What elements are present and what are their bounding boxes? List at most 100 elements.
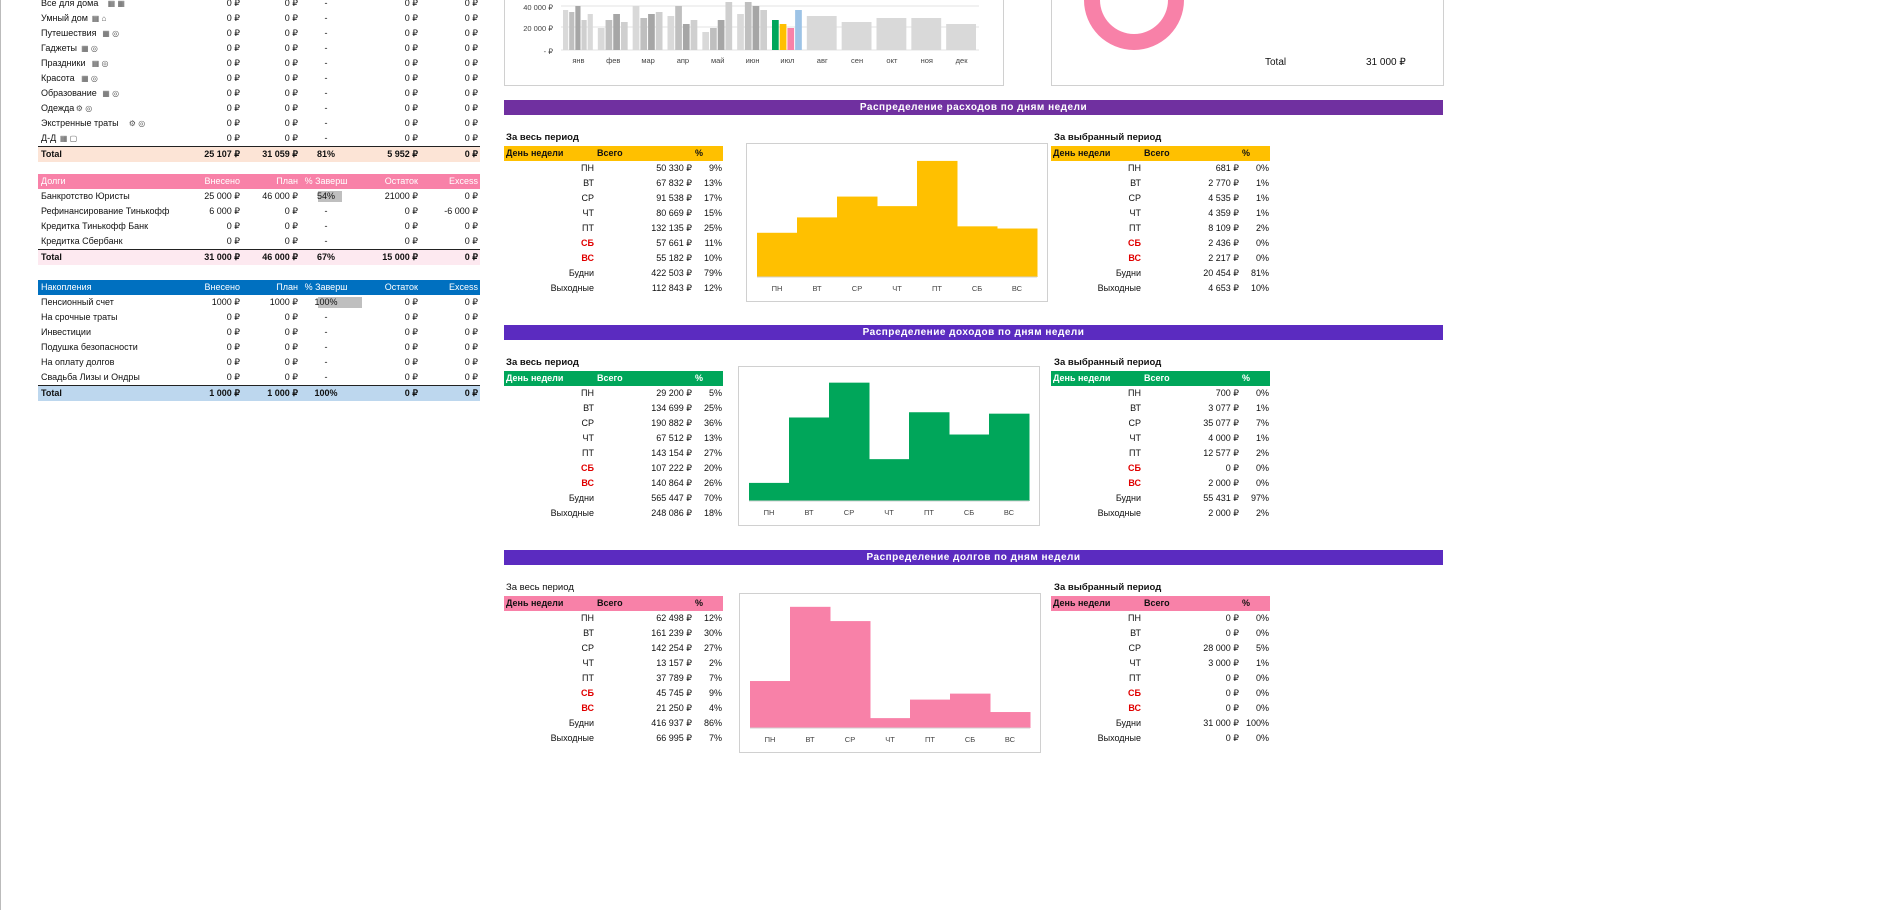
month-bar xyxy=(690,20,698,50)
weekday-row[interactable]: СБ 0 ₽ 0% xyxy=(1051,461,1270,476)
weekday-row[interactable]: СБ 45 745 ₽ 9% xyxy=(504,686,723,701)
weekday-row[interactable]: ВТ 3 077 ₽ 1% xyxy=(1051,401,1270,416)
weekday-row[interactable]: Выходные 0 ₽ 0% xyxy=(1051,731,1270,746)
table-row[interactable]: На срочные траты 0 ₽ 0 ₽ - 0 ₽ 0 ₽ xyxy=(38,310,480,325)
table-row[interactable]: Кредитка Тинькофф Банк 0 ₽ 0 ₽ - 0 ₽ 0 ₽ xyxy=(38,219,480,234)
weekday-row[interactable]: Выходные 248 086 ₽ 18% xyxy=(504,506,723,521)
weekday-row[interactable]: ПТ 132 135 ₽ 25% xyxy=(504,221,723,236)
weekday-pct: 0% xyxy=(1255,463,1269,473)
table-row[interactable]: Банкротство Юристы 25 000 ₽ 46 000 ₽ 54% 210… xyxy=(38,189,480,204)
table-row[interactable]: Умный дом 0 ₽ 0 ₽ - 0 ₽ 0 ₽ ▦ ⌂ xyxy=(38,11,480,26)
weekday-row[interactable]: СР 190 882 ₽ 36% xyxy=(504,416,723,431)
donut-chart-box[interactable]: Total 31 000 ₽ xyxy=(1051,0,1444,86)
weekday-pct: 0% xyxy=(1255,628,1269,638)
col-total: Всего xyxy=(1144,373,1170,383)
weekday-row[interactable]: СР 91 538 ₽ 17% xyxy=(504,191,723,206)
weekday-row[interactable]: ЧТ 4 359 ₽ 1% xyxy=(1051,206,1270,221)
table-row[interactable]: Экстренные траты 0 ₽ 0 ₽ - 0 ₽ 0 ₽ ⚙ ◎ xyxy=(38,116,480,131)
weekday-pct: 17% xyxy=(703,193,722,203)
weekday-row[interactable]: Выходные 4 653 ₽ 10% xyxy=(1051,281,1270,296)
table-row[interactable]: Одежда 0 ₽ 0 ₽ - 0 ₽ 0 ₽ ⚙ ◎ xyxy=(38,101,480,116)
weekday-row[interactable]: СР 35 077 ₽ 7% xyxy=(1051,416,1270,431)
table-row[interactable]: Пенсионный счет 1000 ₽ 1000 ₽ 100% 0 ₽ 0 ₽ xyxy=(38,295,480,310)
weekday-row[interactable]: Будни 55 431 ₽ 97% xyxy=(1051,491,1270,506)
weekday-value: 12 577 ₽ xyxy=(1203,448,1239,458)
weekday-row[interactable]: Будни 31 000 ₽ 100% xyxy=(1051,716,1270,731)
weekday-chart-expenses[interactable]: ПН ВТ СР ЧТ ПТ СБ ВС xyxy=(746,143,1048,302)
table-row[interactable]: Рефинансирование Тинькофф 6 000 ₽ 0 ₽ - 0 ₽ -… xyxy=(38,204,480,219)
monthly-chart[interactable]: 40 000 ₽ 20 000 ₽ - ₽ янв фев мар апр май июн июл… xyxy=(504,0,1004,86)
selected-period-label: За выбранный период xyxy=(1054,357,1162,368)
table-row[interactable]: Все для дома 0 ₽ 0 ₽ - 0 ₽ 0 ₽ ▦ ▦ xyxy=(38,0,480,11)
table-row[interactable]: Инвестиции 0 ₽ 0 ₽ - 0 ₽ 0 ₽ xyxy=(38,325,480,340)
weekday-row[interactable]: ВТ 161 239 ₽ 30% xyxy=(504,626,723,641)
weekday-label: Будни xyxy=(1115,493,1141,503)
weekday-row[interactable]: ЧТ 4 000 ₽ 1% xyxy=(1051,431,1270,446)
weekday-row[interactable]: ВС 55 182 ₽ 10% xyxy=(504,251,723,266)
table-row[interactable]: Кредитка Сбербанк 0 ₽ 0 ₽ - 0 ₽ 0 ₽ xyxy=(38,234,480,249)
weekday-bar xyxy=(830,621,871,728)
table-row[interactable]: Путешествия 0 ₽ 0 ₽ - 0 ₽ 0 ₽ ▦ ◎ xyxy=(38,26,480,41)
weekday-label: Выходные xyxy=(1097,283,1141,293)
table-row[interactable]: Свадьба Лизы и Ондры 0 ₽ 0 ₽ - 0 ₽ 0 ₽ xyxy=(38,370,480,385)
weekday-row[interactable]: ПТ 8 109 ₽ 2% xyxy=(1051,221,1270,236)
weekday-row[interactable]: ВС 2 217 ₽ 0% xyxy=(1051,251,1270,266)
weekday-row[interactable]: ПН 50 330 ₽ 9% xyxy=(504,161,723,176)
table-row[interactable]: Праздники 0 ₽ 0 ₽ - 0 ₽ 0 ₽ ▦ ◎ xyxy=(38,56,480,71)
weekday-row[interactable]: СР 28 000 ₽ 5% xyxy=(1051,641,1270,656)
weekday-row[interactable]: ПН 62 498 ₽ 12% xyxy=(504,611,723,626)
weekday-row[interactable]: ВТ 134 699 ₽ 25% xyxy=(504,401,723,416)
weekday-row[interactable]: Выходные 66 995 ₽ 7% xyxy=(504,731,723,746)
table-row[interactable]: Д-Д 0 ₽ 0 ₽ - 0 ₽ 0 ₽ ▦ ▢ xyxy=(38,131,480,146)
weekday-row[interactable]: СР 4 535 ₽ 1% xyxy=(1051,191,1270,206)
weekday-row[interactable]: ПН 700 ₽ 0% xyxy=(1051,386,1270,401)
weekday-row[interactable]: Будни 565 447 ₽ 70% xyxy=(504,491,723,506)
table-row[interactable]: Образование 0 ₽ 0 ₽ - 0 ₽ 0 ₽ ▦ ◎ xyxy=(38,86,480,101)
weekday-row[interactable]: ЧТ 13 157 ₽ 2% xyxy=(504,656,723,671)
weekday-row[interactable]: ВС 0 ₽ 0% xyxy=(1051,701,1270,716)
weekday-row[interactable]: Будни 416 937 ₽ 86% xyxy=(504,716,723,731)
weekday-row[interactable]: ВТ 2 770 ₽ 1% xyxy=(1051,176,1270,191)
weekday-row[interactable]: ВТ 67 832 ₽ 13% xyxy=(504,176,723,191)
weekday-row[interactable]: ПН 0 ₽ 0% xyxy=(1051,611,1270,626)
weekday-row[interactable]: ПТ 143 154 ₽ 27% xyxy=(504,446,723,461)
weekday-row[interactable]: СР 142 254 ₽ 27% xyxy=(504,641,723,656)
weekday-bar xyxy=(949,434,990,501)
table-row[interactable]: Подушка безопасности 0 ₽ 0 ₽ - 0 ₽ 0 ₽ xyxy=(38,340,480,355)
weekday-row[interactable]: ВТ 0 ₽ 0% xyxy=(1051,626,1270,641)
cell-value: 0 ₽ xyxy=(226,28,240,38)
cell-value: - xyxy=(324,206,328,216)
ytick-label: 40 000 ₽ xyxy=(523,3,553,12)
weekday-row[interactable]: Выходные 2 000 ₽ 2% xyxy=(1051,506,1270,521)
weekday-row[interactable]: ПТ 0 ₽ 0% xyxy=(1051,671,1270,686)
weekday-row[interactable]: ВС 140 864 ₽ 26% xyxy=(504,476,723,491)
weekday-row[interactable]: Выходные 112 843 ₽ 12% xyxy=(504,281,723,296)
weekday-row[interactable]: Будни 422 503 ₽ 79% xyxy=(504,266,723,281)
weekday-row[interactable]: СБ 107 222 ₽ 20% xyxy=(504,461,723,476)
weekday-bar xyxy=(989,413,1030,501)
weekday-row[interactable]: ЧТ 67 512 ₽ 13% xyxy=(504,431,723,446)
weekday-label: ПН xyxy=(581,388,594,398)
weekday-row[interactable]: ВС 21 250 ₽ 4% xyxy=(504,701,723,716)
weekday-pct: 18% xyxy=(703,508,722,518)
weekday-row[interactable]: Будни 20 454 ₽ 81% xyxy=(1051,266,1270,281)
weekday-chart-income[interactable]: ПН ВТ СР ЧТ ПТ СБ ВС xyxy=(738,366,1040,526)
weekday-pct: 86% xyxy=(703,718,722,728)
weekday-row[interactable]: ПН 681 ₽ 0% xyxy=(1051,161,1270,176)
weekday-row[interactable]: ПТ 12 577 ₽ 2% xyxy=(1051,446,1270,461)
weekday-chart-debts[interactable]: ПН ВТ СР ЧТ ПТ СБ ВС xyxy=(739,593,1041,753)
table-row[interactable]: На оплату долгов 0 ₽ 0 ₽ - 0 ₽ 0 ₽ xyxy=(38,355,480,370)
weekday-row[interactable]: ПТ 37 789 ₽ 7% xyxy=(504,671,723,686)
table-row[interactable]: Красота 0 ₽ 0 ₽ - 0 ₽ 0 ₽ ▦ ◎ xyxy=(38,71,480,86)
weekday-row[interactable]: ПН 29 200 ₽ 5% xyxy=(504,386,723,401)
weekday-row[interactable]: ВС 2 000 ₽ 0% xyxy=(1051,476,1270,491)
weekday-row[interactable]: СБ 2 436 ₽ 0% xyxy=(1051,236,1270,251)
cell-value: 0 ₽ xyxy=(404,118,418,128)
weekday-row[interactable]: СБ 0 ₽ 0% xyxy=(1051,686,1270,701)
weekday-label: ВТ xyxy=(583,178,594,188)
weekday-row[interactable]: ЧТ 3 000 ₽ 1% xyxy=(1051,656,1270,671)
weekday-row[interactable]: СБ 57 661 ₽ 11% xyxy=(504,236,723,251)
weekday-table-header: День недели Всего% xyxy=(1051,596,1270,611)
table-row[interactable]: Гаджеты 0 ₽ 0 ₽ - 0 ₽ 0 ₽ ▦ ◎ xyxy=(38,41,480,56)
weekday-row[interactable]: ЧТ 80 669 ₽ 15% xyxy=(504,206,723,221)
